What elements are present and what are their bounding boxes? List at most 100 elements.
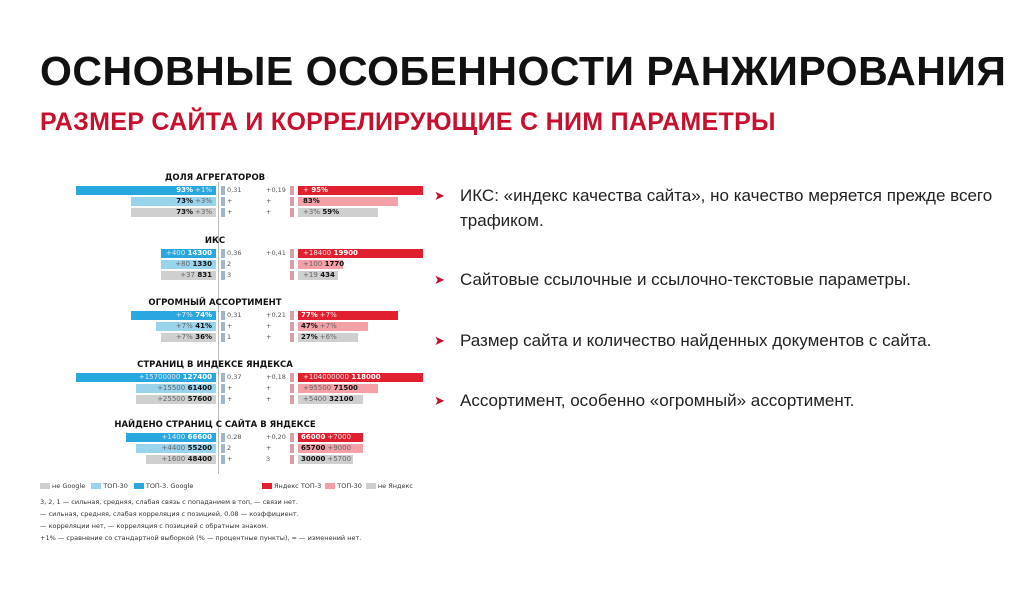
correlation-icon (221, 384, 225, 393)
yandex-bar (298, 322, 368, 331)
legend-swatch (365, 483, 376, 489)
legend-label: не Яндекс (377, 482, 413, 490)
google-bar (76, 186, 216, 195)
bar-delta: + (303, 186, 309, 194)
google-bar-label: +15700000 127400 (137, 373, 212, 382)
bar-delta: +3% (303, 208, 320, 216)
yandex-bar-label: 47% +7% (301, 322, 337, 331)
legend-note: — корреляции нет, — корреляция с позицие… (40, 522, 269, 530)
correlation-value: + (266, 444, 272, 452)
google-bar (161, 249, 216, 258)
google-bar (146, 455, 216, 464)
yandex-bar-label: 66000 +7000 (301, 433, 351, 442)
correlation-value: + (227, 197, 233, 205)
correlation-icon (221, 395, 225, 404)
bar-value: 127400 (182, 373, 212, 381)
correlation-icon (221, 271, 225, 280)
google-bar (161, 271, 216, 280)
bar-value: 83% (303, 197, 320, 205)
google-bar (131, 311, 216, 320)
bullet-text: Размер сайта и количество найденных доку… (460, 331, 932, 350)
correlation-icon (221, 373, 225, 382)
correlation-value: + (266, 197, 272, 205)
google-bar-label: +80 1330 (173, 260, 212, 269)
google-bar (161, 260, 216, 269)
google-bar-label: +1600 48400 (160, 455, 212, 464)
section-title: ИКС (204, 236, 226, 246)
bar-delta: +5400 (303, 395, 327, 403)
legend-label: не Google (52, 482, 86, 490)
bar-value: 14300 (187, 249, 212, 257)
yandex-bar-label: +18400 19900 (301, 249, 358, 258)
yandex-bar-label: 77% +7% (301, 311, 337, 320)
correlation-value: 0,31 (227, 311, 242, 319)
correlation-icon (290, 311, 294, 320)
bar-value: 1770 (324, 260, 345, 268)
bar-value: 831 (197, 271, 212, 279)
yandex-bar-label: +19 434 (301, 271, 335, 280)
bullet-item: ➤ ИКС: «индекс качества сайта», но качес… (434, 183, 1004, 233)
slide-subtitle: РАЗМЕР САЙТА И КОРРЕЛИРУЮЩИЕ С НИМ ПАРАМ… (40, 108, 776, 136)
correlation-value: + (266, 208, 272, 216)
legend-swatch (325, 483, 336, 489)
yandex-bar (298, 455, 353, 464)
correlation-value: 2 (227, 260, 232, 268)
bar-value: 19900 (333, 249, 358, 257)
legend-swatch (91, 483, 102, 489)
correlation-icon (221, 186, 225, 195)
bar-value: 1330 (192, 260, 212, 268)
yandex-bar (298, 197, 398, 206)
bar-value: 30000 (301, 455, 326, 463)
bar-delta: +104000000 (303, 373, 349, 381)
correlation-value: + (227, 384, 233, 392)
bar-delta: +1% (195, 186, 212, 194)
correlation-icon (221, 208, 225, 217)
correlation-value: +0,19 (266, 186, 286, 194)
yandex-bar-label: 27% +6% (301, 333, 337, 342)
arrow-icon: ➤ (434, 272, 445, 287)
correlation-value: + (266, 384, 272, 392)
bar-delta: +4400 (161, 444, 186, 452)
yandex-bar (298, 186, 423, 195)
bar-delta: +18400 (303, 249, 332, 257)
bar-delta: +1600 (161, 455, 186, 463)
google-bar-label: 73% +3% (176, 197, 212, 206)
bar-value: 47% (301, 322, 318, 330)
section-title: СТРАНИЦ В ИНДЕКСЕ ЯНДЕКСА (137, 360, 293, 370)
section-title: ОГРОМНЫЙ АССОРТИМЕНТ (148, 298, 282, 308)
google-bar-label: 73% +3% (176, 208, 212, 217)
bullet-text: Сайтовые ссылочные и ссылочно-текстовые … (460, 270, 911, 289)
bar-delta: +95500 (303, 384, 332, 392)
bar-value: 57600 (187, 395, 212, 403)
correlation-value: + (266, 395, 272, 403)
legend-label: ТОП-3. Google (145, 482, 194, 490)
yandex-bar (298, 260, 343, 269)
google-bar (126, 433, 216, 442)
correlation-icon (290, 322, 294, 331)
bar-value: 95% (311, 186, 329, 194)
bar-delta: +6% (319, 333, 337, 341)
correlation-value: 2 (227, 444, 232, 452)
correlation-value: +0,18 (266, 373, 286, 381)
section-title: ДОЛЯ АГРЕГАТОРОВ (164, 173, 266, 183)
yandex-bar (298, 271, 338, 280)
bar-value: 434 (320, 271, 335, 279)
legend-yandex: Яндекс ТОП-3 ТОП-30 не Яндекс (262, 482, 417, 490)
bar-value: 73% (176, 208, 194, 216)
bar-delta: +80 (175, 260, 191, 268)
correlation-icon (221, 444, 225, 453)
yandex-bar-label: 30000 +5700 (301, 455, 351, 464)
correlation-icon (221, 322, 225, 331)
google-bar-label: +7% 74% (174, 311, 212, 320)
bar-value: 93% (176, 186, 194, 194)
bar-value: 55200 (187, 444, 212, 452)
correlation-value: 0,37 (227, 373, 242, 381)
correlation-icon (221, 260, 225, 269)
correlation-value: 0,31 (227, 186, 242, 194)
bar-delta: +7000 (327, 433, 352, 441)
google-bar-label: +15500 61400 (155, 384, 212, 393)
correlation-icon (290, 333, 294, 342)
correlation-value: + (266, 333, 272, 341)
bar-delta: +19 (303, 271, 318, 279)
bullet-text: ИКС: «индекс качества сайта», но качеств… (460, 186, 993, 230)
